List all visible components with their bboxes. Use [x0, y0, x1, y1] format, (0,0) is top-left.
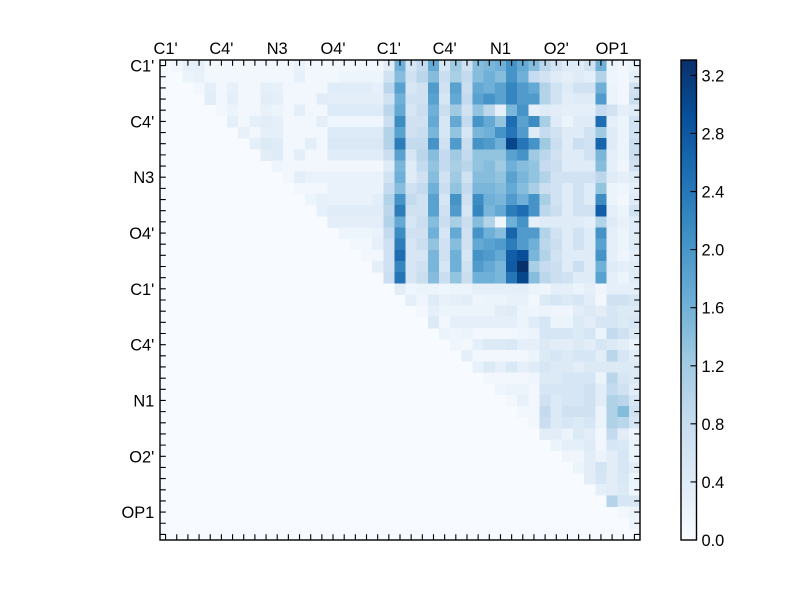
- svg-text:C4': C4': [130, 113, 154, 131]
- svg-text:C4': C4': [209, 40, 233, 58]
- svg-text:C1': C1': [377, 40, 401, 58]
- svg-text:C1': C1': [130, 58, 154, 76]
- svg-text:C4': C4': [130, 337, 154, 355]
- svg-text:1.6: 1.6: [702, 300, 725, 318]
- svg-text:C1': C1': [154, 40, 178, 58]
- svg-text:N3: N3: [133, 169, 154, 187]
- svg-text:N1: N1: [490, 40, 511, 58]
- svg-text:O2': O2': [129, 448, 154, 466]
- svg-text:OP1: OP1: [121, 504, 154, 522]
- svg-text:O4': O4': [321, 40, 346, 58]
- svg-text:O2': O2': [544, 40, 569, 58]
- svg-text:0.4: 0.4: [702, 474, 725, 492]
- svg-text:N3: N3: [267, 40, 288, 58]
- svg-text:0.0: 0.0: [702, 532, 725, 550]
- svg-text:N1: N1: [133, 392, 154, 410]
- svg-text:1.2: 1.2: [702, 358, 725, 376]
- svg-text:OP1: OP1: [596, 40, 629, 58]
- svg-text:C4': C4': [433, 40, 457, 58]
- svg-text:2.0: 2.0: [702, 242, 725, 260]
- svg-text:3.2: 3.2: [702, 67, 725, 85]
- svg-text:2.4: 2.4: [702, 184, 725, 202]
- svg-text:0.8: 0.8: [702, 416, 725, 434]
- svg-text:C1': C1': [130, 281, 154, 299]
- svg-text:2.8: 2.8: [702, 125, 725, 143]
- svg-text:O4': O4': [129, 225, 154, 243]
